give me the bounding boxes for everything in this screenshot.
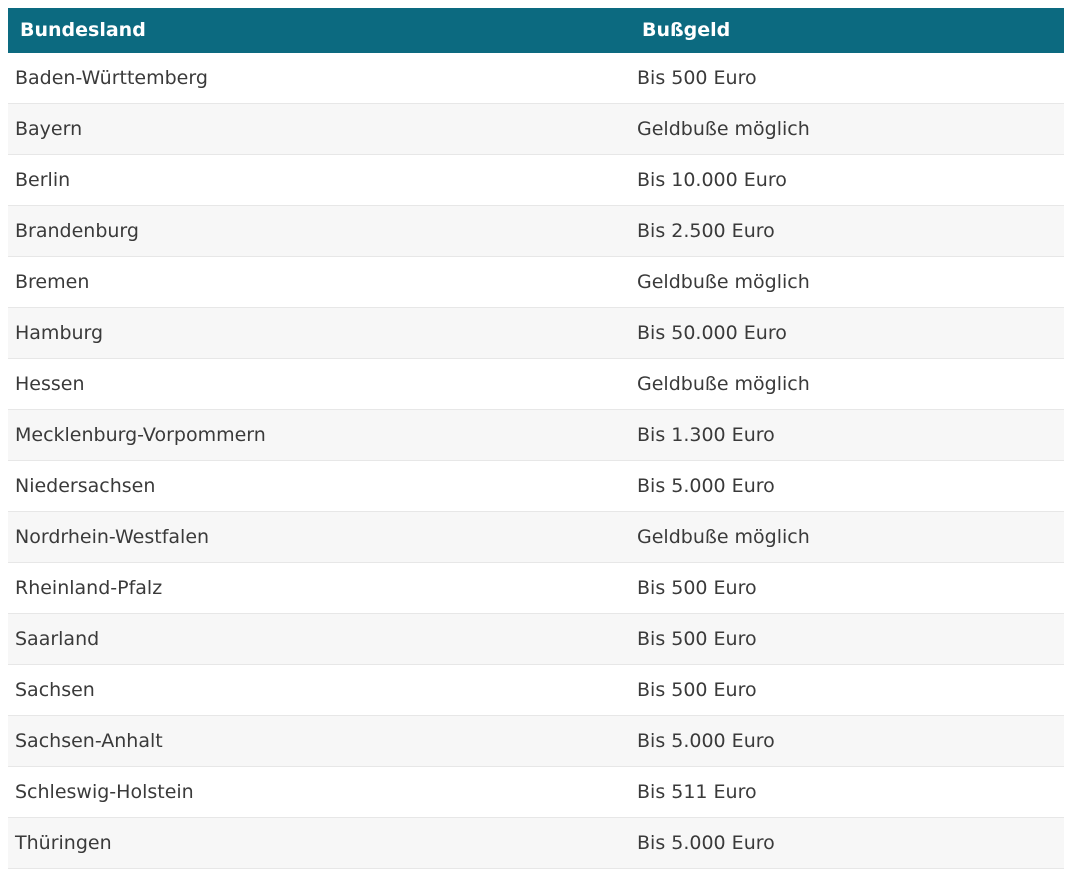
cell-bundesland: Baden-Württemberg — [15, 67, 208, 89]
table-header-row: Bundesland Bußgeld — [8, 8, 1064, 53]
cell-bundesland: Bayern — [8, 103, 630, 155]
cell-bussgeld: Geldbuße möglich — [630, 358, 1064, 410]
cell-bussgeld: Bis 500 Euro — [637, 67, 757, 89]
cell-bussgeld: Bis 5.000 Euro — [630, 460, 1064, 512]
cell-bussgeld: Bis 5.000 Euro — [630, 817, 1064, 869]
table-row: Hamburg Bis 50.000 Euro — [8, 307, 1064, 359]
cell-bundesland: Brandenburg — [8, 205, 630, 257]
table-row: Sachsen-Anhalt Bis 5.000 Euro — [8, 715, 1064, 767]
table-row: Brandenburg Bis 2.500 Euro — [8, 205, 1064, 257]
cell-bussgeld: Bis 50.000 Euro — [630, 307, 1064, 359]
cell-bundesland: Thüringen — [8, 817, 630, 869]
cell-bundesland: Schleswig-Holstein — [8, 766, 630, 818]
table-row: Saarland Bis 500 Euro — [8, 613, 1064, 665]
cell-bundesland: Mecklenburg-Vorpommern — [8, 409, 630, 461]
table-row: Hessen Geldbuße möglich — [8, 358, 1064, 410]
table-body: Baden-Württemberg Bis 500 Euro Bayern Geldb… — [8, 53, 1064, 869]
cell-bussgeld: Geldbuße möglich — [630, 511, 1064, 563]
cell-bundesland: Saarland — [8, 613, 630, 665]
table-row: Berlin Bis 10.000 Euro — [8, 154, 1064, 206]
table-row: Sachsen Bis 500 Euro — [8, 664, 1064, 716]
cell-bussgeld: Bis 2.500 Euro — [630, 205, 1064, 257]
cell-bundesland: Niedersachsen — [8, 460, 630, 512]
bussgeld-table: Bundesland Bußgeld Baden-Württemberg Bis … — [8, 8, 1064, 869]
cell-bundesland: Sachsen-Anhalt — [8, 715, 630, 767]
cell-bundesland: Hessen — [8, 358, 630, 410]
cell-bundesland: Sachsen — [8, 664, 630, 716]
table-row: Niedersachsen Bis 5.000 Euro — [8, 460, 1064, 512]
cell-bussgeld: Bis 1.300 Euro — [630, 409, 1064, 461]
cell-bussgeld: Bis 500 Euro — [630, 613, 1064, 665]
table-row: Bayern Geldbuße möglich — [8, 103, 1064, 155]
cell-bussgeld: Bis 500 Euro — [630, 562, 1064, 614]
table-row: Nordrhein-Westfalen Geldbuße möglich — [8, 511, 1064, 563]
cell-bundesland: Berlin — [8, 154, 630, 206]
cell-bundesland: Hamburg — [8, 307, 630, 359]
table-row: Mecklenburg-Vorpommern Bis 1.300 Euro — [8, 409, 1064, 461]
table-header: Bundesland Bußgeld — [8, 8, 1064, 53]
cell-bussgeld: Geldbuße möglich — [630, 103, 1064, 155]
column-header-bundesland: Bundesland — [8, 8, 630, 53]
cell-bundesland: Nordrhein-Westfalen — [8, 511, 630, 563]
table-row: Baden-Württemberg Bis 500 Euro — [8, 53, 1064, 104]
cell-bundesland: Rheinland-Pfalz — [8, 562, 630, 614]
column-header-bussgeld: Bußgeld — [630, 8, 1064, 53]
cell-bussgeld: Bis 500 Euro — [630, 664, 1064, 716]
cell-bussgeld: Bis 511 Euro — [630, 766, 1064, 818]
cell-bussgeld: Bis 10.000 Euro — [630, 154, 1064, 206]
table-row: Rheinland-Pfalz Bis 500 Euro — [8, 562, 1064, 614]
cell-bussgeld: Geldbuße möglich — [630, 256, 1064, 308]
cell-bussgeld: Bis 5.000 Euro — [630, 715, 1064, 767]
table-row: Bremen Geldbuße möglich — [8, 256, 1064, 308]
cell-bundesland: Bremen — [8, 256, 630, 308]
table-row: Thüringen Bis 5.000 Euro — [8, 817, 1064, 869]
table-row: Schleswig-Holstein Bis 511 Euro — [8, 766, 1064, 818]
